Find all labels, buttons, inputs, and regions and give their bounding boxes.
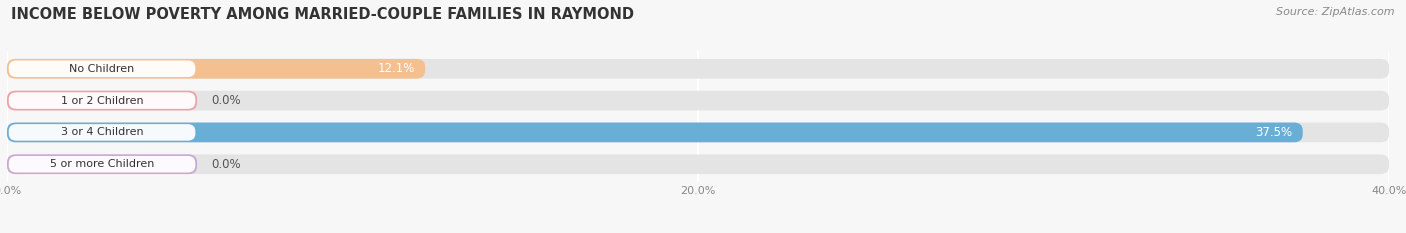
FancyBboxPatch shape [7, 59, 1389, 79]
Text: 3 or 4 Children: 3 or 4 Children [60, 127, 143, 137]
Text: INCOME BELOW POVERTY AMONG MARRIED-COUPLE FAMILIES IN RAYMOND: INCOME BELOW POVERTY AMONG MARRIED-COUPL… [11, 7, 634, 22]
Text: 1 or 2 Children: 1 or 2 Children [60, 96, 143, 106]
FancyBboxPatch shape [7, 123, 1303, 142]
FancyBboxPatch shape [8, 92, 195, 109]
Text: 5 or more Children: 5 or more Children [49, 159, 155, 169]
Text: 0.0%: 0.0% [211, 158, 240, 171]
Text: Source: ZipAtlas.com: Source: ZipAtlas.com [1277, 7, 1395, 17]
FancyBboxPatch shape [7, 123, 1389, 142]
FancyBboxPatch shape [8, 124, 195, 141]
FancyBboxPatch shape [7, 91, 1389, 110]
Text: 37.5%: 37.5% [1256, 126, 1292, 139]
FancyBboxPatch shape [7, 91, 197, 110]
FancyBboxPatch shape [7, 154, 1389, 174]
Text: No Children: No Children [69, 64, 135, 74]
FancyBboxPatch shape [8, 61, 195, 77]
FancyBboxPatch shape [7, 59, 425, 79]
Text: 12.1%: 12.1% [377, 62, 415, 75]
FancyBboxPatch shape [7, 154, 197, 174]
FancyBboxPatch shape [8, 156, 195, 172]
Text: 0.0%: 0.0% [211, 94, 240, 107]
